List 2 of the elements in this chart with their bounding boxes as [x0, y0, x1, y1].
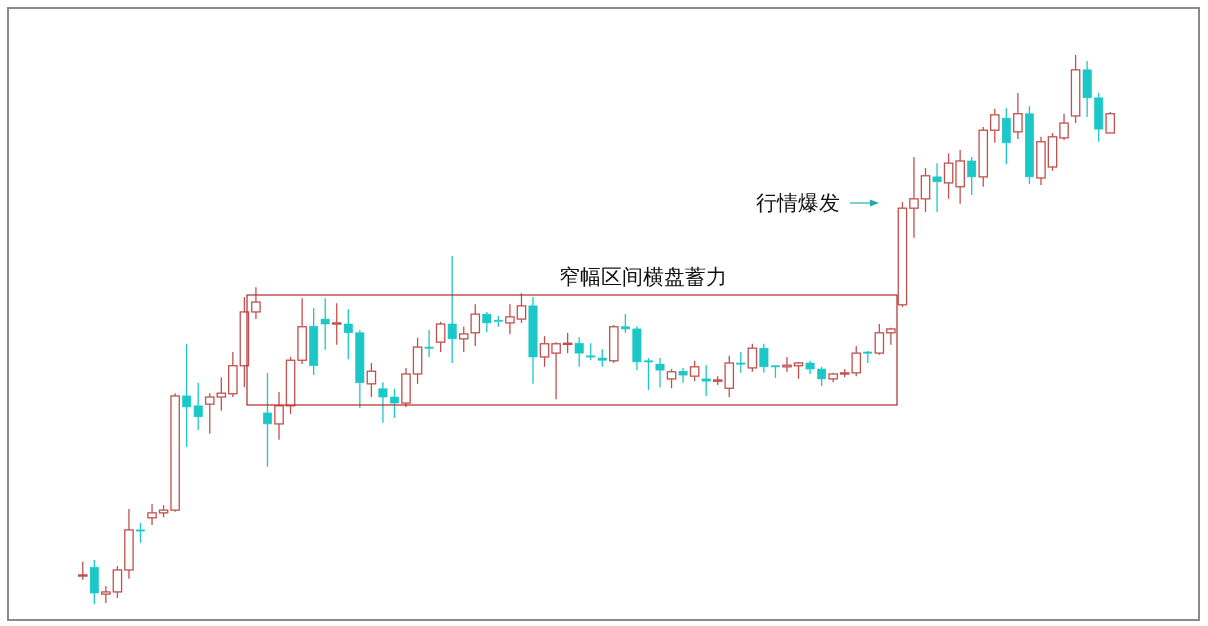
annotation: 行情爆发 [756, 191, 840, 215]
annotation: 窄幅区间横盘蓄力 [559, 265, 727, 289]
